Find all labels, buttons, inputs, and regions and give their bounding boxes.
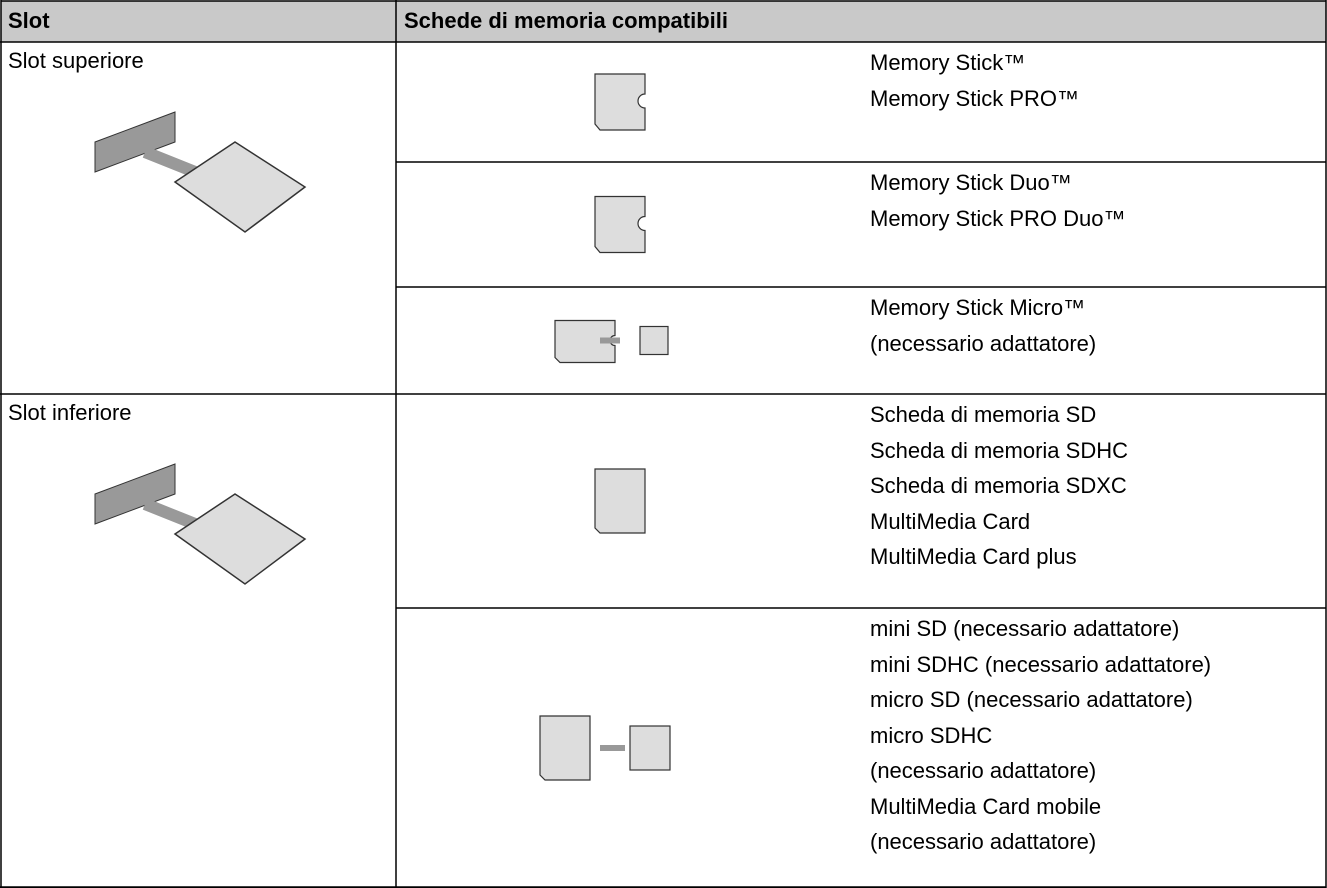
header-cell: Slot	[8, 8, 50, 33]
cell-text: Memory Stick PRO™	[870, 85, 1080, 111]
cell-text: Scheda di memoria SD	[870, 402, 1097, 427]
card-icon	[594, 468, 646, 534]
card-icon	[594, 195, 646, 254]
slot-icon	[94, 463, 176, 525]
card-icon	[639, 325, 669, 356]
card-icon	[629, 725, 671, 771]
cell-text: Slot superiore	[8, 48, 144, 73]
cell-text: Memory Stick™	[870, 50, 1026, 75]
cell-text: mini SD (necessario adattatore)	[870, 616, 1180, 641]
cell-text: micro SD (necessario adattatore)	[870, 687, 1193, 712]
cell-text: MultiMedia Card plus	[870, 544, 1077, 569]
cell-text: Scheda di memoria SDXC	[870, 473, 1127, 498]
cell-text: (necessario adattatore)	[870, 758, 1097, 783]
header-cell: Schede di memoria compatibili	[404, 8, 728, 33]
slot-arrow	[142, 498, 198, 530]
card-icon	[173, 141, 307, 233]
cell-text: Memory Stick Duo™	[870, 170, 1072, 195]
cell-text: mini SDHC (necessario adattatore)	[870, 651, 1212, 677]
cell-text: Slot inferiore	[8, 400, 132, 425]
cell-text: micro SDHC	[870, 722, 993, 748]
slot-icon	[94, 111, 176, 173]
cell-text: (necessario adattatore)	[870, 330, 1097, 356]
cell-text: Scheda di memoria SDHC	[870, 437, 1128, 463]
slot-arrow	[142, 146, 198, 178]
cell-text: MultiMedia Card mobile	[870, 793, 1102, 819]
cell-text: MultiMedia Card	[870, 508, 1031, 534]
header-bg	[1, 1, 1326, 42]
card-icon	[594, 73, 646, 131]
cell-text: Memory Stick Micro™	[870, 295, 1086, 320]
card-icon	[539, 715, 591, 781]
cell-text: Memory Stick PRO Duo™	[870, 205, 1126, 231]
cell-text: (necessario adattatore)	[870, 829, 1097, 854]
card-icon	[173, 493, 307, 585]
